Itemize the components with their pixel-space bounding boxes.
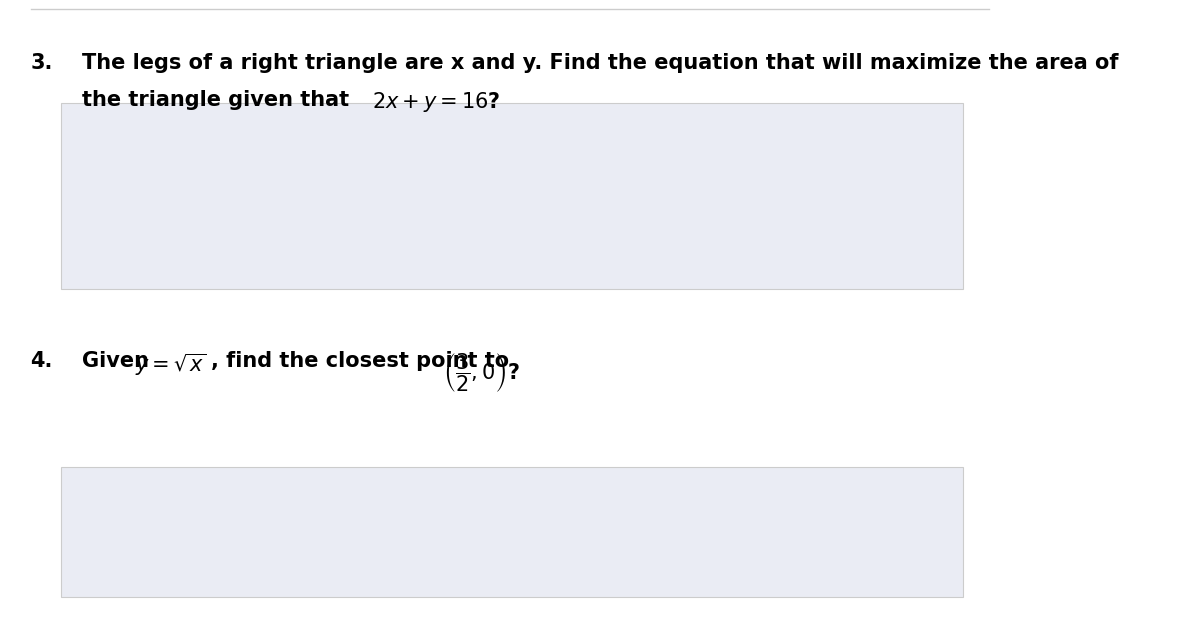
Text: 4.: 4. (30, 351, 53, 371)
FancyBboxPatch shape (61, 466, 964, 597)
Text: $\left(\dfrac{3}{2}, 0\right)$?: $\left(\dfrac{3}{2}, 0\right)$? (443, 351, 521, 394)
Text: The legs of a right triangle are x and y. Find the equation that will maximize t: The legs of a right triangle are x and y… (82, 53, 1118, 73)
Text: 3.: 3. (30, 53, 53, 73)
FancyBboxPatch shape (61, 103, 964, 289)
Text: $y = \sqrt{x}$: $y = \sqrt{x}$ (134, 351, 206, 378)
Text: the triangle given that: the triangle given that (82, 90, 356, 110)
Text: Given: Given (82, 351, 156, 371)
Text: , find the closest point to: , find the closest point to (211, 351, 516, 371)
Text: $2x + y = 16$?: $2x + y = 16$? (372, 90, 500, 114)
